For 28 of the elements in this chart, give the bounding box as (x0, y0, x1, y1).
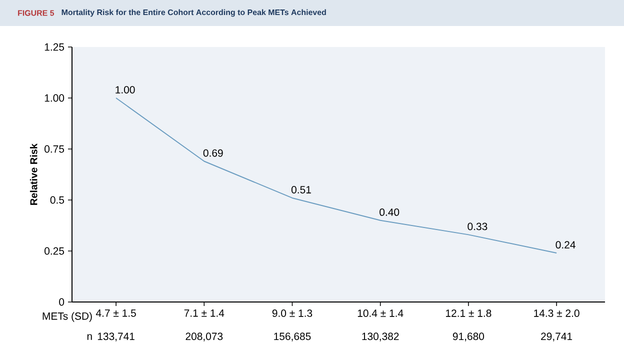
data-label: 0.24 (556, 241, 576, 249)
text: n (87, 334, 92, 340)
text: 208,073 (186, 332, 223, 342)
text: 91,680 (452, 332, 484, 342)
y-axis-title: Relative Risk (30, 143, 38, 205)
x-tick-label: 9.0 ± 1.3 (272, 310, 312, 317)
data-label: 0.33 (468, 222, 488, 230)
data-label: 1.00 (116, 86, 135, 94)
x-tick-label: 10.4 ± 1.4 (358, 310, 404, 317)
y-tick-label: 0.75 (44, 145, 64, 153)
data-label: 0.69 (203, 149, 223, 157)
text: 130,382 (362, 332, 399, 342)
data-label: 0.40 (380, 208, 400, 216)
text: 133,741 (98, 332, 134, 342)
y-tick-label: 0 (59, 298, 64, 306)
y-tick-label: 0.25 (44, 247, 64, 255)
text: 156,685 (274, 332, 311, 342)
data-label: 0.51 (291, 186, 311, 194)
x-tick-label: 4.7 ± 1.5 (96, 310, 136, 317)
line-series (116, 97, 558, 254)
x-tick-label: 12.1 ± 1.8 (446, 310, 492, 317)
y-tick-label: 1.25 (44, 43, 64, 51)
x-tick-label: 14.3 ± 2.0 (534, 310, 580, 317)
y-tick-label: 0.5 (50, 196, 64, 204)
y-tick-label: 1.00 (44, 94, 64, 102)
text: 29,741 (541, 332, 572, 342)
x-tick-label: 7.1 ± 1.4 (184, 310, 224, 317)
text: METs (SD) (42, 312, 92, 322)
